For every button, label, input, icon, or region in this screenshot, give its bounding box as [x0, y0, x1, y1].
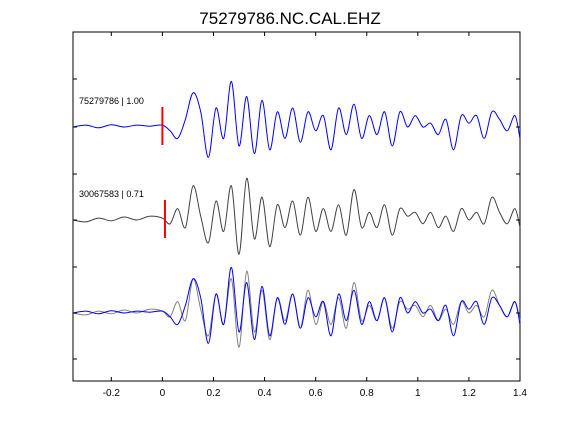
chart-title: 75279786.NC.CAL.EHZ	[199, 9, 380, 28]
ticks-layer: -0.2 0 0.2 0.4 0.6 0.8 1 1.2 1.4	[73, 32, 527, 399]
x-tick-label-2: 0.2	[207, 388, 221, 399]
x-tick-label-4: 0.6	[309, 388, 323, 399]
trace-label-0: 75279786 | 1.00	[79, 96, 144, 106]
trace-line-0	[72, 80, 521, 158]
plot-frame	[72, 31, 521, 382]
x-tick-label-8: 1.4	[513, 388, 527, 399]
x-tick-label-0: -0.2	[103, 388, 121, 399]
traces-layer: 75279786 | 1.00 30067583 | 0.71	[72, 80, 521, 348]
trace-label-1: 30067583 | 0.71	[79, 189, 144, 199]
overlay-trace-secondary	[72, 270, 521, 348]
trace-line-1	[72, 177, 521, 255]
x-tick-label-1: 0	[160, 388, 166, 399]
x-tick-label-6: 1	[415, 388, 421, 399]
x-tick-label-5: 0.8	[360, 388, 374, 399]
overlay-trace-primary	[72, 266, 521, 344]
x-tick-label-3: 0.4	[258, 388, 272, 399]
x-tick-label-7: 1.2	[462, 388, 476, 399]
